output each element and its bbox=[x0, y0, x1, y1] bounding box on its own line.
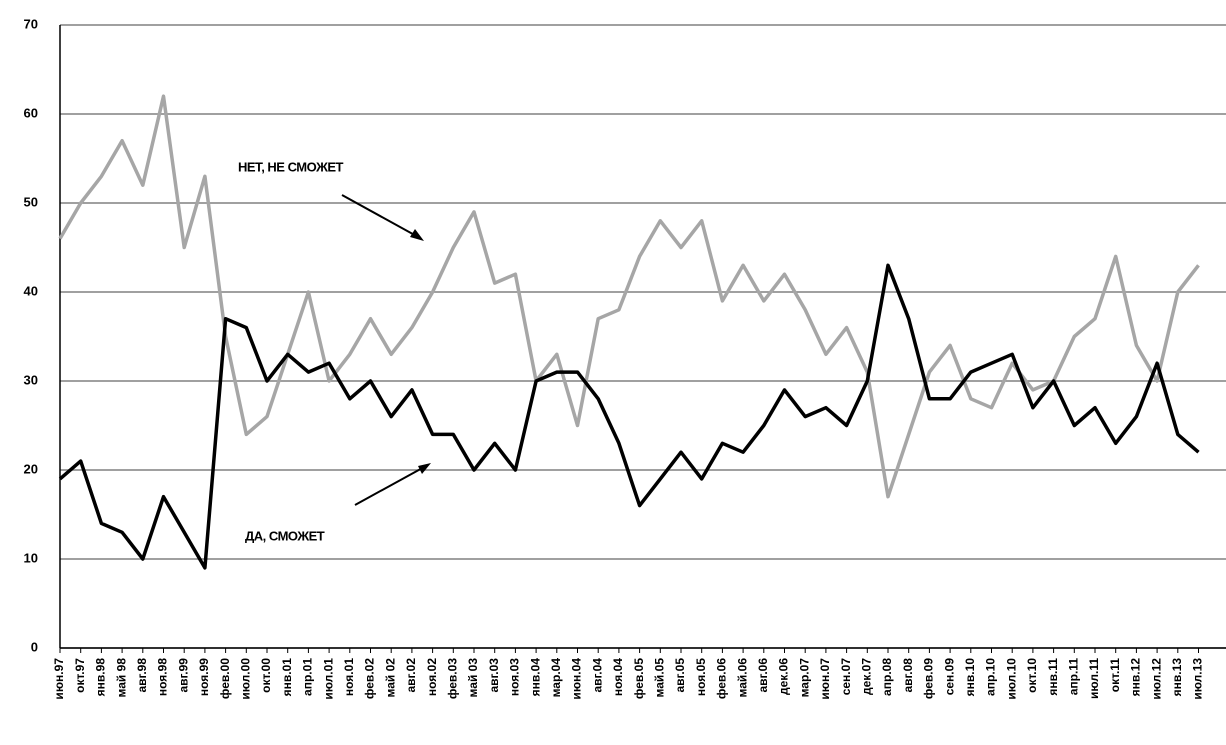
x-tick-label: окт.11 bbox=[1108, 658, 1122, 693]
x-tick-label: ноя.98 bbox=[156, 658, 170, 696]
x-tick-label: июн.07 bbox=[818, 658, 832, 700]
annotation: ДА, СМОЖЕТ bbox=[245, 528, 325, 543]
arrow bbox=[341, 194, 421, 239]
x-tick-label: фев.02 bbox=[363, 658, 377, 699]
x-tick-label: ноя.03 bbox=[508, 658, 522, 696]
line-series bbox=[58, 263, 1200, 570]
arrow-head bbox=[418, 463, 431, 474]
x-tick-label: май.05 bbox=[652, 658, 666, 698]
arrow-head bbox=[410, 229, 424, 241]
y-tick-label: 20 bbox=[24, 461, 38, 476]
x-tick-label: фев.09 bbox=[922, 658, 936, 699]
x-tick-label: май 03 bbox=[466, 658, 480, 698]
x-tick-label: авг.06 bbox=[756, 658, 770, 693]
x-tick-label: окт.10 bbox=[1025, 658, 1039, 693]
y-tick-label: 70 bbox=[24, 16, 38, 31]
y-tick-label: 10 bbox=[24, 550, 38, 565]
x-tick-label: июн.97 bbox=[52, 658, 66, 700]
x-tick-label: ноя.05 bbox=[694, 658, 708, 696]
plot: 0 10 20 30 40 50 60 70 июн.97 окт.97 янв.98 май 98 а… bbox=[24, 16, 1226, 700]
x-tick-label: янв.04 bbox=[528, 658, 542, 697]
x-tick-label: июн.04 bbox=[570, 658, 584, 700]
x-tick-label: ноя.02 bbox=[425, 658, 439, 696]
x-tick-label: июл.13 bbox=[1191, 658, 1205, 700]
line-series bbox=[58, 94, 1200, 499]
x-tick-label: окт.00 bbox=[259, 658, 273, 693]
x-tick-label: июл.01 bbox=[321, 658, 335, 700]
arrow bbox=[354, 465, 427, 506]
x-tick-label: ноя.04 bbox=[611, 658, 625, 696]
y-tick-label: 30 bbox=[24, 372, 38, 387]
y-tick-label: 60 bbox=[24, 105, 38, 120]
x-tick-label: апр.10 bbox=[984, 658, 998, 696]
x-tick-label: янв.12 bbox=[1129, 658, 1143, 697]
x-tick-label: фев.06 bbox=[715, 658, 729, 699]
x-tick-label: янв.98 bbox=[94, 658, 108, 697]
x-tick-label: апр.11 bbox=[1066, 658, 1080, 696]
y-tick-label: 50 bbox=[24, 194, 38, 209]
x-tick-label: фев.00 bbox=[218, 658, 232, 699]
x-tick-label: янв.10 bbox=[963, 658, 977, 697]
x-tick-label: май 98 bbox=[114, 658, 128, 698]
x-tick-label: ноя.01 bbox=[342, 658, 356, 696]
x-tick-label: янв.01 bbox=[280, 658, 294, 697]
x-tick-label: фев.05 bbox=[632, 658, 646, 699]
y-tick-label: 0 bbox=[31, 639, 38, 654]
x-tick-label: июл.00 bbox=[238, 658, 252, 700]
x-tick-label: мар.04 bbox=[549, 658, 563, 698]
x-tick-label: ноя.99 bbox=[197, 658, 211, 696]
x-tick-label: сен.09 bbox=[942, 658, 956, 696]
x-tick-label: май.06 bbox=[735, 658, 749, 698]
x-tick-label: авг.03 bbox=[487, 658, 501, 693]
x-tick-label: дек.07 bbox=[859, 658, 873, 695]
x-tick-label: фев.03 bbox=[445, 658, 459, 699]
x-tick-label: авг.99 bbox=[176, 658, 190, 693]
x-tick-label: июл.11 bbox=[1087, 658, 1101, 699]
x-tick-label: янв.13 bbox=[1170, 658, 1184, 697]
y-tick-label: 40 bbox=[24, 283, 38, 298]
x-tick-label: авг.04 bbox=[590, 658, 604, 693]
x-tick-label: июл.10 bbox=[1004, 658, 1018, 700]
x-tick-label: сен.07 bbox=[839, 658, 853, 696]
x-tick-label: дек.06 bbox=[777, 658, 791, 695]
x-tick-label: окт.97 bbox=[73, 658, 87, 693]
x-tick-label: мар.07 bbox=[797, 658, 811, 698]
annotation: НЕТ, НЕ СМОЖЕТ bbox=[238, 159, 344, 174]
x-tick-label: авг.02 bbox=[404, 658, 418, 693]
x-tick-label: янв.11 bbox=[1046, 658, 1060, 696]
x-tick-label: июл.12 bbox=[1149, 658, 1163, 700]
x-tick-label: авг.98 bbox=[135, 658, 149, 693]
x-tick-label: авг.05 bbox=[673, 658, 687, 693]
x-tick-label: апр.01 bbox=[301, 658, 315, 696]
x-tick-label: апр.08 bbox=[880, 658, 894, 696]
x-tick-label: авг.08 bbox=[901, 658, 915, 693]
x-tick-label: май 02 bbox=[383, 658, 397, 698]
